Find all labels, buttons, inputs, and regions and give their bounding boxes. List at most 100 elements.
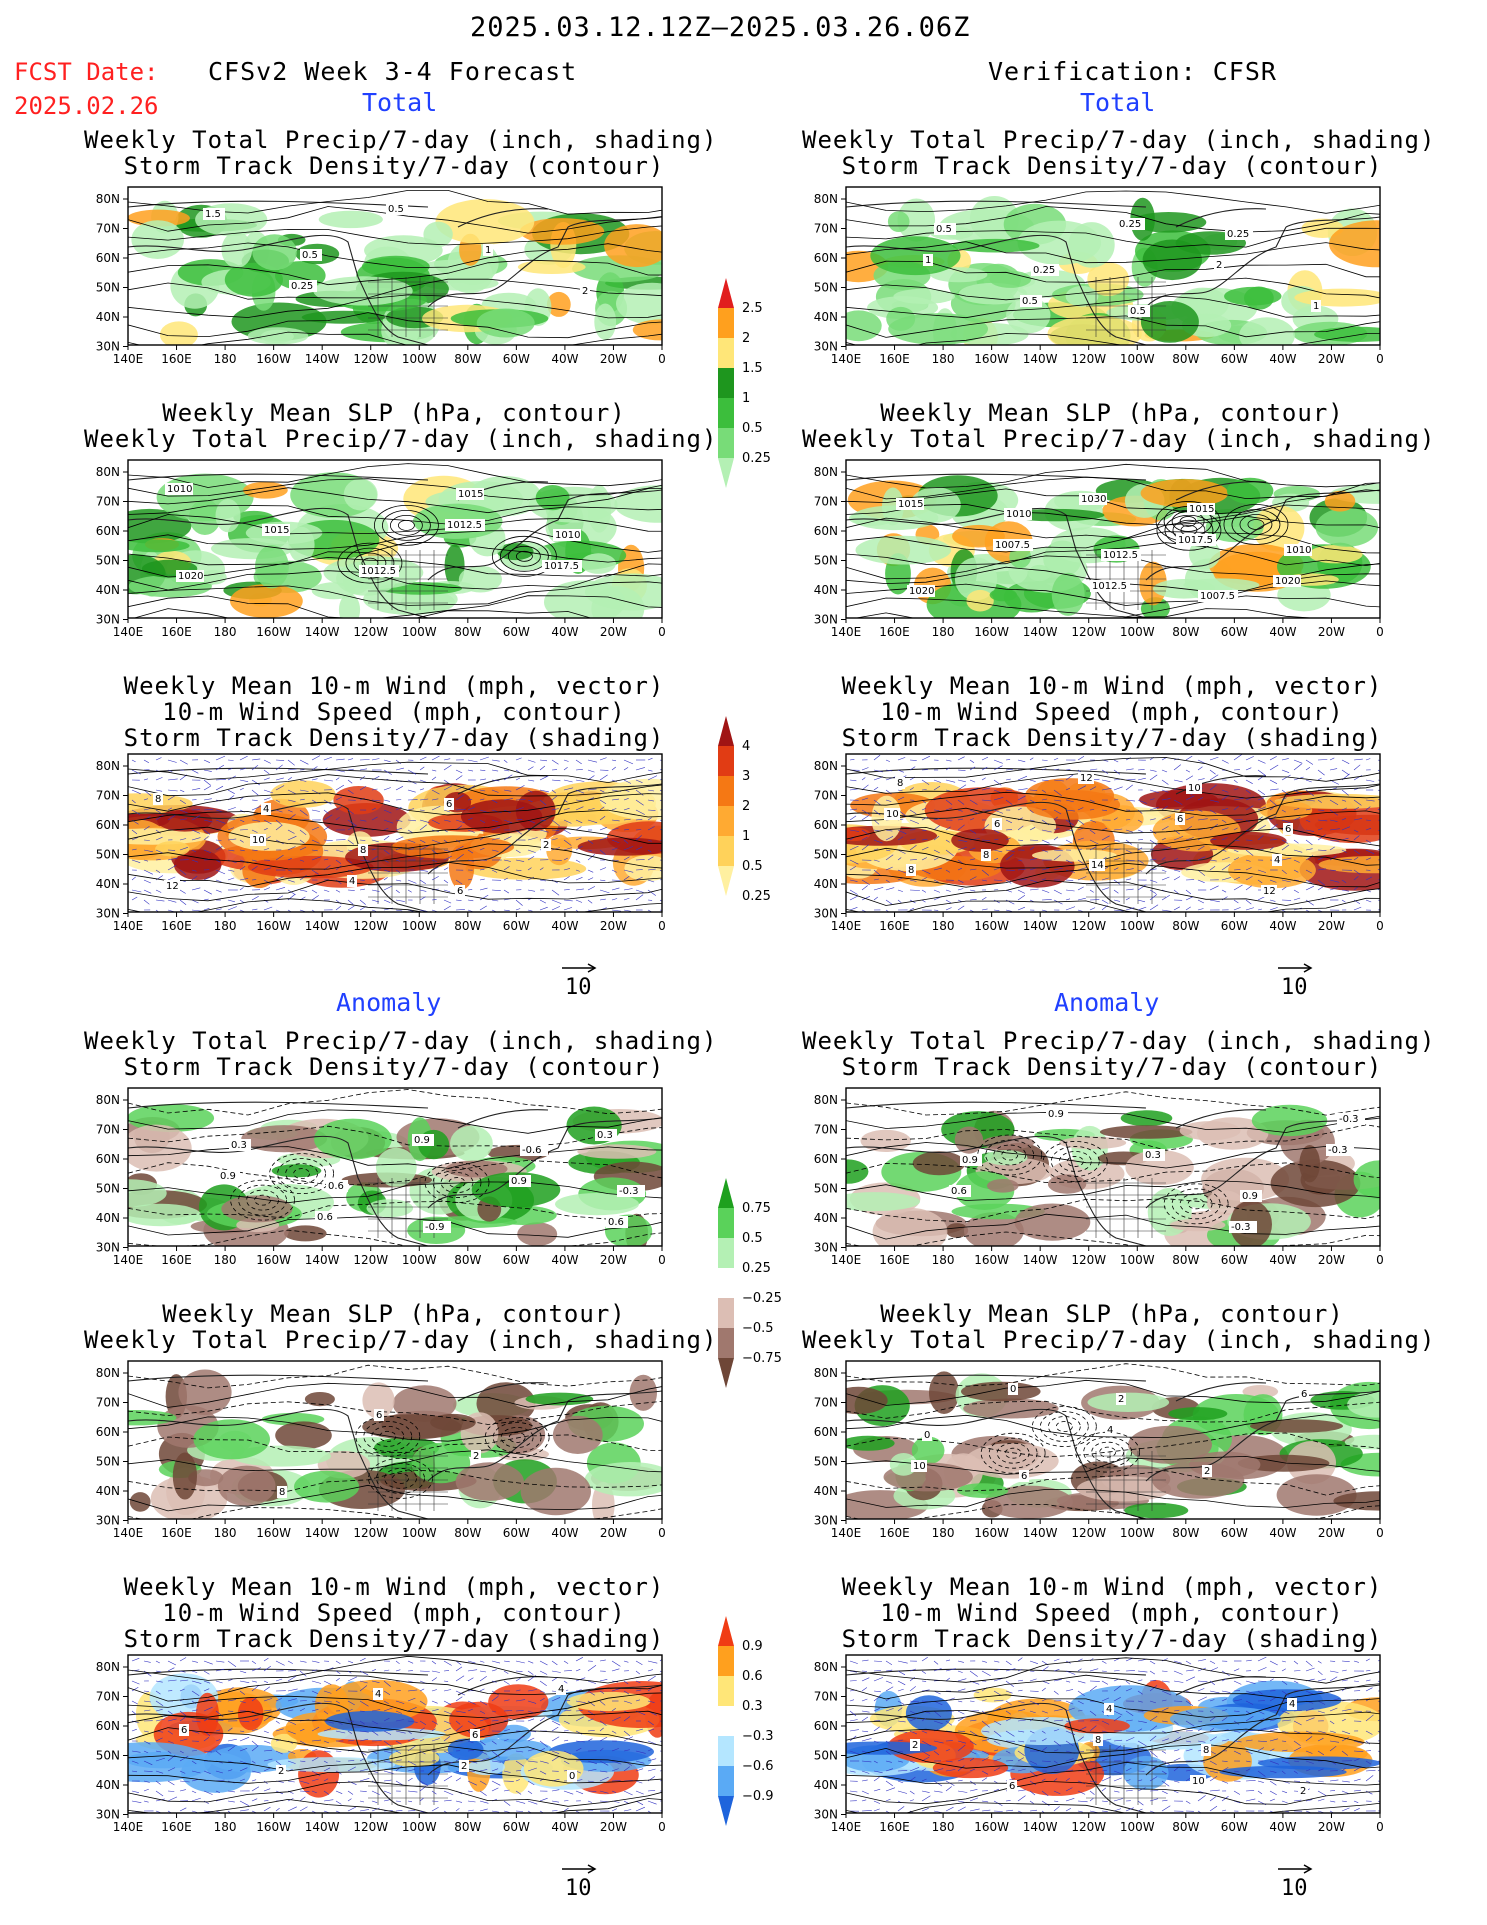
contour-line bbox=[846, 1179, 1380, 1201]
lon-tick-label: 0 bbox=[658, 1820, 666, 1834]
map-panel-fcst-total-precip: 0.25 0.5 1 2 1.5 0.5 80N 70N 60N 50N 40N 30N 140E 160… bbox=[80, 185, 682, 377]
vector-scale-label: 10 bbox=[565, 1876, 592, 1901]
contour-label: 1.5 bbox=[205, 209, 221, 220]
lat-tick-label: 50N bbox=[814, 848, 838, 862]
shading-cell bbox=[846, 1386, 888, 1415]
contour-label: 0.9 bbox=[1048, 1109, 1064, 1120]
panel-title-3: Weekly Mean 10-m Wind (mph, vector) 10-m … bbox=[123, 672, 665, 752]
contour-label: 0 bbox=[924, 1430, 930, 1441]
shading-cell bbox=[1123, 1755, 1169, 1790]
contour-label: 2 bbox=[278, 1766, 284, 1777]
colorbar-label: 0.6 bbox=[742, 1669, 763, 1684]
colorbar-storm-anomaly: 0.9 0.6 0.3 −0.3 −0.6 −0.9 bbox=[718, 1606, 808, 1840]
shading-cell bbox=[519, 218, 605, 245]
shading-cell bbox=[599, 778, 662, 820]
contour-label: 1012.5 bbox=[1092, 581, 1127, 592]
contour-line bbox=[846, 1142, 1380, 1169]
contour-label: 6 bbox=[1177, 814, 1183, 825]
lon-tick-label: 0 bbox=[1376, 1820, 1384, 1834]
shading-cell bbox=[604, 224, 662, 268]
lat-tick-label: 60N bbox=[814, 818, 838, 832]
lon-tick-label: 80W bbox=[454, 352, 481, 366]
lon-tick-label: 120W bbox=[353, 1820, 388, 1834]
contour-line bbox=[128, 278, 662, 300]
contour-line bbox=[128, 1798, 662, 1813]
contour-label: 4 bbox=[349, 876, 355, 887]
shading-cell bbox=[961, 1381, 1041, 1402]
lon-tick-label: 140E bbox=[113, 919, 144, 933]
contour-line bbox=[846, 1414, 1380, 1439]
contour-line bbox=[128, 1416, 662, 1442]
shading-cell bbox=[544, 580, 626, 618]
lat-tick-label: 70N bbox=[96, 222, 120, 236]
lon-tick-label: 0 bbox=[1376, 625, 1384, 639]
map-panel-fcst-anom-wind: 2 4 6 2 4 6 0 80N 70N 60N 50N 40N 30N 140E 160E 180 160W… bbox=[80, 1653, 682, 1845]
shading-cell bbox=[1270, 1159, 1361, 1208]
contour-line bbox=[128, 1727, 662, 1753]
lon-tick-label: 20W bbox=[600, 625, 627, 639]
shading-cell bbox=[267, 1757, 396, 1773]
contour-line bbox=[128, 1710, 662, 1736]
shading-cell bbox=[362, 1382, 395, 1419]
shading-cell bbox=[846, 1192, 920, 1212]
lat-tick-label: 30N bbox=[96, 340, 120, 354]
contour-line bbox=[128, 1484, 662, 1512]
lon-tick-label: 0 bbox=[658, 1253, 666, 1267]
contour-line bbox=[128, 1382, 662, 1408]
contour-line bbox=[128, 514, 662, 535]
contour-label: 10 bbox=[886, 809, 899, 820]
lon-tick-label: 80W bbox=[1172, 1253, 1199, 1267]
colorbar-swatch bbox=[718, 1766, 734, 1796]
lat-tick-label: 80N bbox=[814, 1660, 838, 1674]
vector-scale-arrow-icon bbox=[1276, 960, 1316, 979]
lon-tick-label: 140W bbox=[1023, 1820, 1058, 1834]
contour-line bbox=[846, 503, 1380, 526]
contour-line bbox=[128, 570, 662, 591]
lon-tick-label: 140W bbox=[305, 1253, 340, 1267]
lat-tick-label: 80N bbox=[96, 1660, 120, 1674]
lon-tick-label: 140E bbox=[113, 1526, 144, 1540]
lon-tick-label: 160W bbox=[974, 1526, 1009, 1540]
lon-tick-label: 20W bbox=[600, 1526, 627, 1540]
contour-label: 0.25 bbox=[1227, 229, 1249, 240]
shading-cell bbox=[1250, 1419, 1343, 1433]
contour-line bbox=[846, 1432, 1380, 1458]
lon-tick-label: 20W bbox=[600, 352, 627, 366]
colorbar-label: −0.5 bbox=[742, 1321, 774, 1336]
contour-label: 1010 bbox=[167, 484, 192, 495]
lon-tick-label: 140E bbox=[831, 1526, 862, 1540]
lon-tick-label: 20W bbox=[1318, 352, 1345, 366]
shading-cell bbox=[128, 508, 192, 544]
contour-label: -0.3 bbox=[1339, 1114, 1359, 1125]
contour-label: 4 bbox=[1274, 855, 1280, 866]
shading-cell bbox=[1026, 790, 1121, 820]
coastline bbox=[128, 767, 662, 912]
shading-cell bbox=[338, 593, 361, 618]
colorbar-swatch bbox=[718, 1736, 734, 1766]
lon-tick-label: 140W bbox=[305, 352, 340, 366]
lon-tick-label: 100W bbox=[1120, 919, 1155, 933]
shading-cell bbox=[455, 1462, 524, 1501]
shading-cell bbox=[1139, 790, 1219, 810]
lat-tick-label: 60N bbox=[96, 524, 120, 538]
shading-cell bbox=[1353, 1160, 1380, 1199]
shading-cell bbox=[447, 1738, 484, 1760]
contour-line bbox=[128, 898, 662, 912]
contour-line bbox=[846, 844, 1380, 869]
contour-line bbox=[846, 241, 1380, 264]
shading-cell bbox=[1047, 315, 1142, 345]
lat-tick-label: 70N bbox=[814, 789, 838, 803]
contour-label: 1015 bbox=[264, 525, 289, 536]
lat-tick-label: 40N bbox=[96, 1211, 120, 1225]
contour-line bbox=[846, 1455, 1380, 1475]
contour-label: 6 bbox=[376, 1410, 382, 1421]
lon-tick-label: 120W bbox=[1071, 1820, 1106, 1834]
lon-tick-label: 140W bbox=[1023, 1253, 1058, 1267]
shading-cell bbox=[476, 1382, 536, 1425]
shading-cell bbox=[989, 270, 1032, 288]
lon-tick-label: 160W bbox=[256, 1253, 291, 1267]
lon-tick-label: 140E bbox=[113, 352, 144, 366]
colorbar-swatch bbox=[718, 716, 734, 746]
shading-cell bbox=[215, 498, 241, 533]
lon-tick-label: 40W bbox=[551, 625, 578, 639]
